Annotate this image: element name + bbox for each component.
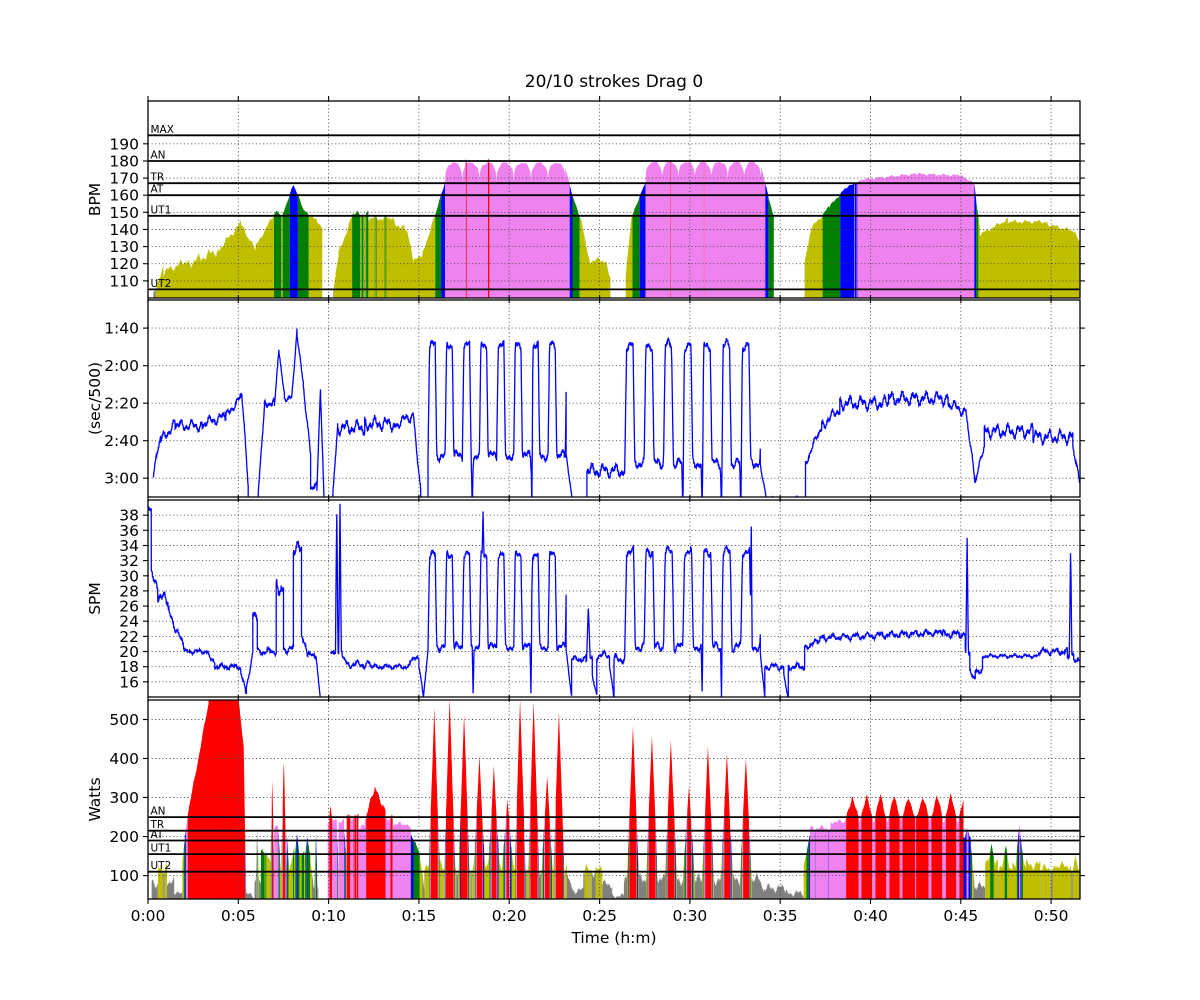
bpm-zonelabel-tr: TR [150, 172, 165, 184]
svg-text:0:45: 0:45 [943, 907, 978, 925]
spm-axis-label: SPM [86, 582, 104, 615]
panel-pace: 1:40 2:00 2:20 2:40 3:00 (sec/500) [86, 295, 1085, 502]
bpm-zonelabel-max: MAX [151, 124, 174, 136]
bpm-border [147, 100, 1081, 299]
bpm-zonelabel-ut2: UT2 [151, 278, 172, 290]
svg-text:0:05: 0:05 [221, 907, 256, 925]
svg-text:1:40: 1:40 [104, 320, 139, 338]
watts-zonelabel-tr: TR [150, 819, 165, 831]
bpm-zonelabel-ut1: UT1 [151, 204, 172, 216]
svg-text:34: 34 [119, 537, 139, 555]
watts-zonelabel-ut2: UT2 [151, 860, 172, 872]
svg-text:140: 140 [109, 221, 139, 239]
x-axis-label: Time (h:m) [571, 929, 657, 947]
svg-text:300: 300 [109, 789, 139, 807]
spm-border [147, 499, 1081, 698]
bpm-zone-fill [153, 158, 1080, 298]
svg-text:36: 36 [119, 522, 139, 540]
svg-text:200: 200 [109, 828, 139, 846]
svg-text:130: 130 [109, 238, 139, 256]
svg-text:2:20: 2:20 [104, 395, 139, 413]
watts-ticks [143, 695, 1085, 904]
spm-line [148, 503, 1080, 697]
svg-text:100: 100 [109, 867, 139, 885]
svg-text:0:40: 0:40 [853, 907, 888, 925]
svg-text:180: 180 [109, 153, 139, 171]
bpm-zonelabel-an: AN [151, 150, 166, 162]
svg-text:170: 170 [109, 170, 139, 188]
svg-text:2:00: 2:00 [104, 357, 139, 375]
bpm-zonelabel-at: AT [151, 184, 164, 196]
svg-text:120: 120 [109, 255, 139, 273]
svg-text:2:40: 2:40 [104, 432, 139, 450]
pace-axis-label: (sec/500) [86, 362, 104, 435]
bpm-axis-label: BPM [86, 183, 104, 216]
svg-text:26: 26 [119, 598, 139, 616]
svg-text:22: 22 [119, 628, 139, 646]
svg-text:30: 30 [119, 567, 139, 585]
svg-text:0:20: 0:20 [492, 907, 527, 925]
spm-grid [148, 500, 1080, 697]
svg-text:0:15: 0:15 [401, 907, 436, 925]
x-tick-labels: 0:00 0:05 0:10 0:15 0:20 0:25 0:30 0:35 0:40 0:45… [131, 907, 1069, 925]
svg-text:0:10: 0:10 [311, 907, 346, 925]
svg-text:38: 38 [119, 507, 139, 525]
chart-title: 20/10 strokes Drag 0 [524, 72, 704, 92]
svg-text:500: 500 [109, 711, 139, 729]
pace-ytick-labels: 1:40 2:00 2:20 2:40 3:00 [104, 320, 139, 488]
watts-zone-fill [151, 700, 1080, 899]
svg-text:0:30: 0:30 [672, 907, 707, 925]
watts-zonelabel-ut1: UT1 [151, 843, 172, 855]
watts-grid [148, 700, 1080, 899]
svg-text:0:35: 0:35 [763, 907, 798, 925]
pace-line [152, 328, 1080, 497]
svg-text:24: 24 [119, 613, 139, 631]
svg-text:20: 20 [119, 643, 139, 661]
svg-text:400: 400 [109, 750, 139, 768]
watts-zonelabel-at: AT [151, 829, 164, 841]
svg-text:18: 18 [119, 658, 139, 676]
svg-text:16: 16 [119, 673, 139, 691]
watts-ytick-labels: 100 200 300 400 500 [109, 711, 139, 885]
svg-text:160: 160 [109, 187, 139, 205]
svg-text:0:00: 0:00 [131, 907, 166, 925]
pace-border [147, 299, 1081, 498]
watts-axis-label: Watts [86, 777, 104, 821]
svg-text:190: 190 [109, 135, 139, 153]
svg-text:0:50: 0:50 [1034, 907, 1069, 925]
watts-border [147, 699, 1081, 900]
pace-grid [148, 300, 1080, 497]
svg-text:32: 32 [119, 552, 139, 570]
watts-zonelabel-an: AN [151, 806, 166, 818]
svg-text:28: 28 [119, 582, 139, 600]
svg-text:150: 150 [109, 204, 139, 222]
svg-text:3:00: 3:00 [104, 470, 139, 488]
svg-text:0:25: 0:25 [582, 907, 617, 925]
svg-text:110: 110 [109, 272, 139, 290]
